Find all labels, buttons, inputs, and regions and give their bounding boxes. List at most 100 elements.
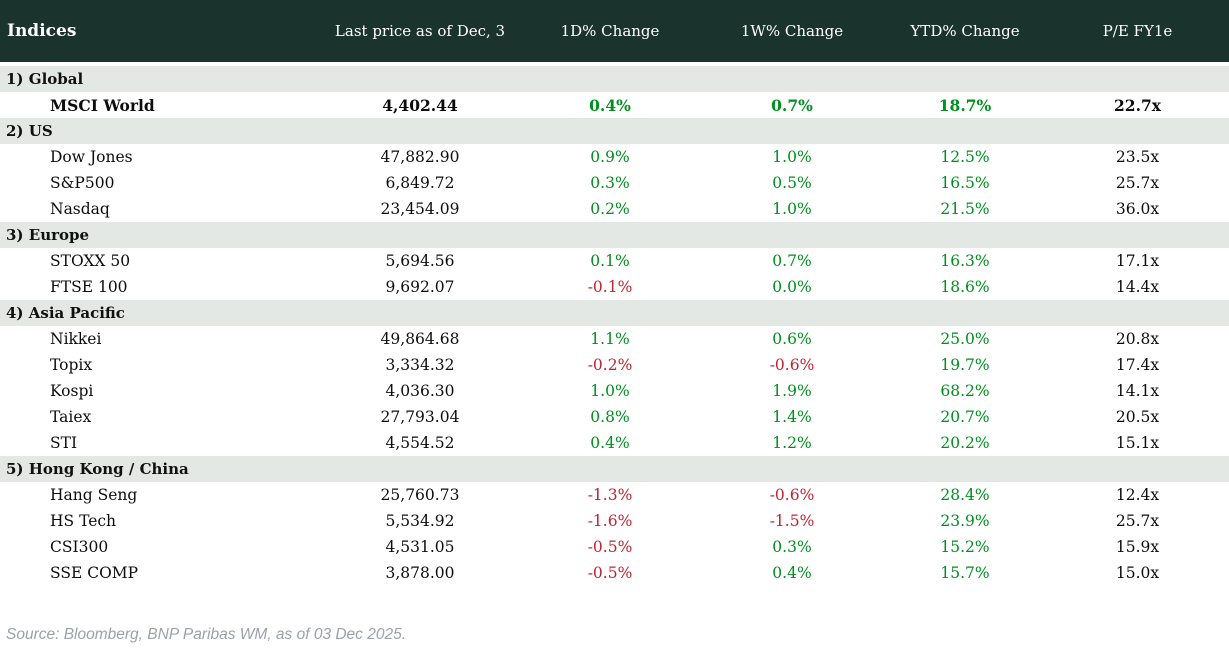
1w-change-value: 0.0%: [772, 278, 812, 296]
pe-value: 15.0x: [1115, 564, 1160, 582]
table-row: CSI300 4,531.05 -0.5% 0.3% 15.2% 15.9x: [0, 534, 1229, 560]
index-name: CSI300: [50, 538, 109, 556]
index-name: Kospi: [50, 382, 94, 400]
ytd-change-value: 21.5%: [940, 200, 990, 218]
table-row: FTSE 100 9,692.07 -0.1% 0.0% 18.6% 14.4x: [0, 274, 1229, 300]
index-name: Dow Jones: [50, 148, 133, 166]
pe-value: 22.7x: [1114, 95, 1161, 115]
1d-change-value: 0.1%: [590, 252, 630, 270]
1d-change-value: 0.9%: [590, 148, 630, 166]
column-header-1d-change: 1D% Change: [560, 22, 660, 40]
index-name: S&P500: [50, 174, 115, 192]
table-header-row: Indices Last price as of Dec, 3 1D% Chan…: [0, 0, 1229, 62]
1w-change-value: 1.4%: [772, 408, 812, 426]
index-name: Topix: [50, 356, 93, 374]
index-name: Taiex: [50, 408, 92, 426]
last-price-value: 4,036.30: [385, 382, 455, 400]
last-price-value: 5,534.92: [385, 512, 455, 530]
index-name: Hang Seng: [50, 486, 138, 504]
pe-value: 14.1x: [1115, 382, 1160, 400]
last-price-value: 47,882.90: [380, 148, 460, 166]
section-label: 3) Europe: [6, 226, 90, 244]
ytd-change-value: 18.6%: [940, 278, 990, 296]
column-header-pe-fy1e: P/E FY1e: [1102, 22, 1173, 40]
table-row: Kospi 4,036.30 1.0% 1.9% 68.2% 14.1x: [0, 378, 1229, 404]
section-header-row: 2) US: [0, 118, 1229, 144]
ytd-change-value: 19.7%: [940, 356, 990, 374]
column-header-ytd-change: YTD% Change: [910, 22, 1020, 40]
section-label: 4) Asia Pacific: [6, 304, 125, 322]
ytd-change-value: 15.2%: [940, 538, 990, 556]
1w-change-value: 0.3%: [772, 538, 812, 556]
1d-change-value: -0.5%: [587, 538, 633, 556]
ytd-change-value: 16.3%: [940, 252, 990, 270]
index-name: MSCI World: [50, 95, 155, 115]
1d-change-value: 1.0%: [590, 382, 630, 400]
section-header-row: 3) Europe: [0, 222, 1229, 248]
index-name: SSE COMP: [50, 564, 139, 582]
pe-value: 17.1x: [1115, 252, 1160, 270]
1d-change-value: -0.2%: [587, 356, 633, 374]
last-price-value: 3,878.00: [385, 564, 455, 582]
1d-change-value: 0.3%: [590, 174, 630, 192]
ytd-change-value: 25.0%: [940, 330, 990, 348]
last-price-value: 49,864.68: [380, 330, 460, 348]
1w-change-value: 0.5%: [772, 174, 812, 192]
1w-change-value: 1.9%: [772, 382, 812, 400]
table-row: SSE COMP 3,878.00 -0.5% 0.4% 15.7% 15.0x: [0, 560, 1229, 586]
1d-change-value: 0.2%: [590, 200, 630, 218]
table-row: Taiex 27,793.04 0.8% 1.4% 20.7% 20.5x: [0, 404, 1229, 430]
last-price-value: 4,554.52: [385, 434, 455, 452]
pe-value: 15.9x: [1115, 538, 1160, 556]
table-body: 1) Global MSCI World 4,402.44 0.4% 0.7% …: [0, 66, 1229, 586]
ytd-change-value: 12.5%: [940, 148, 990, 166]
table-row: STI 4,554.52 0.4% 1.2% 20.2% 15.1x: [0, 430, 1229, 456]
column-header-indices: Indices: [7, 21, 77, 41]
section-label: 5) Hong Kong / China: [6, 460, 189, 478]
1w-change-value: 1.0%: [772, 148, 812, 166]
section-header-row: 5) Hong Kong / China: [0, 456, 1229, 482]
table-row: HS Tech 5,534.92 -1.6% -1.5% 23.9% 25.7x: [0, 508, 1229, 534]
index-name: STOXX 50: [50, 252, 131, 270]
table-row: Nikkei 49,864.68 1.1% 0.6% 25.0% 20.8x: [0, 326, 1229, 352]
last-price-value: 3,334.32: [385, 356, 455, 374]
table-row: Hang Seng 25,760.73 -1.3% -0.6% 28.4% 12…: [0, 482, 1229, 508]
section-header-row: 1) Global: [0, 66, 1229, 92]
pe-value: 36.0x: [1115, 200, 1160, 218]
section-label: 2) US: [6, 122, 53, 140]
source-note: Source: Bloomberg, BNP Paribas WM, as of…: [6, 626, 407, 643]
last-price-value: 23,454.09: [380, 200, 460, 218]
table-row: Topix 3,334.32 -0.2% -0.6% 19.7% 17.4x: [0, 352, 1229, 378]
ytd-change-value: 28.4%: [940, 486, 990, 504]
pe-value: 25.7x: [1115, 174, 1160, 192]
pe-value: 14.4x: [1115, 278, 1160, 296]
1w-change-value: -0.6%: [769, 356, 815, 374]
pe-value: 17.4x: [1115, 356, 1160, 374]
index-name: Nasdaq: [50, 200, 110, 218]
1w-change-value: 0.6%: [772, 330, 812, 348]
section-header-row: 4) Asia Pacific: [0, 300, 1229, 326]
1d-change-value: 0.4%: [590, 434, 630, 452]
1d-change-value: -0.5%: [587, 564, 633, 582]
table-row: STOXX 50 5,694.56 0.1% 0.7% 16.3% 17.1x: [0, 248, 1229, 274]
ytd-change-value: 20.7%: [940, 408, 990, 426]
table-row: S&P500 6,849.72 0.3% 0.5% 16.5% 25.7x: [0, 170, 1229, 196]
1d-change-value: -1.3%: [587, 486, 633, 504]
index-name: HS Tech: [50, 512, 117, 530]
last-price-value: 9,692.07: [385, 278, 455, 296]
1w-change-value: 0.7%: [772, 252, 812, 270]
ytd-change-value: 16.5%: [940, 174, 990, 192]
pe-value: 12.4x: [1115, 486, 1160, 504]
last-price-value: 6,849.72: [385, 174, 455, 192]
last-price-value: 27,793.04: [380, 408, 460, 426]
ytd-change-value: 15.7%: [940, 564, 990, 582]
1d-change-value: 0.4%: [589, 95, 631, 115]
pe-value: 15.1x: [1115, 434, 1160, 452]
1w-change-value: -0.6%: [769, 486, 815, 504]
pe-value: 23.5x: [1115, 148, 1160, 166]
index-name: STI: [50, 434, 78, 452]
table-row: MSCI World 4,402.44 0.4% 0.7% 18.7% 22.7…: [0, 92, 1229, 118]
pe-value: 20.8x: [1115, 330, 1160, 348]
last-price-value: 4,531.05: [385, 538, 455, 556]
